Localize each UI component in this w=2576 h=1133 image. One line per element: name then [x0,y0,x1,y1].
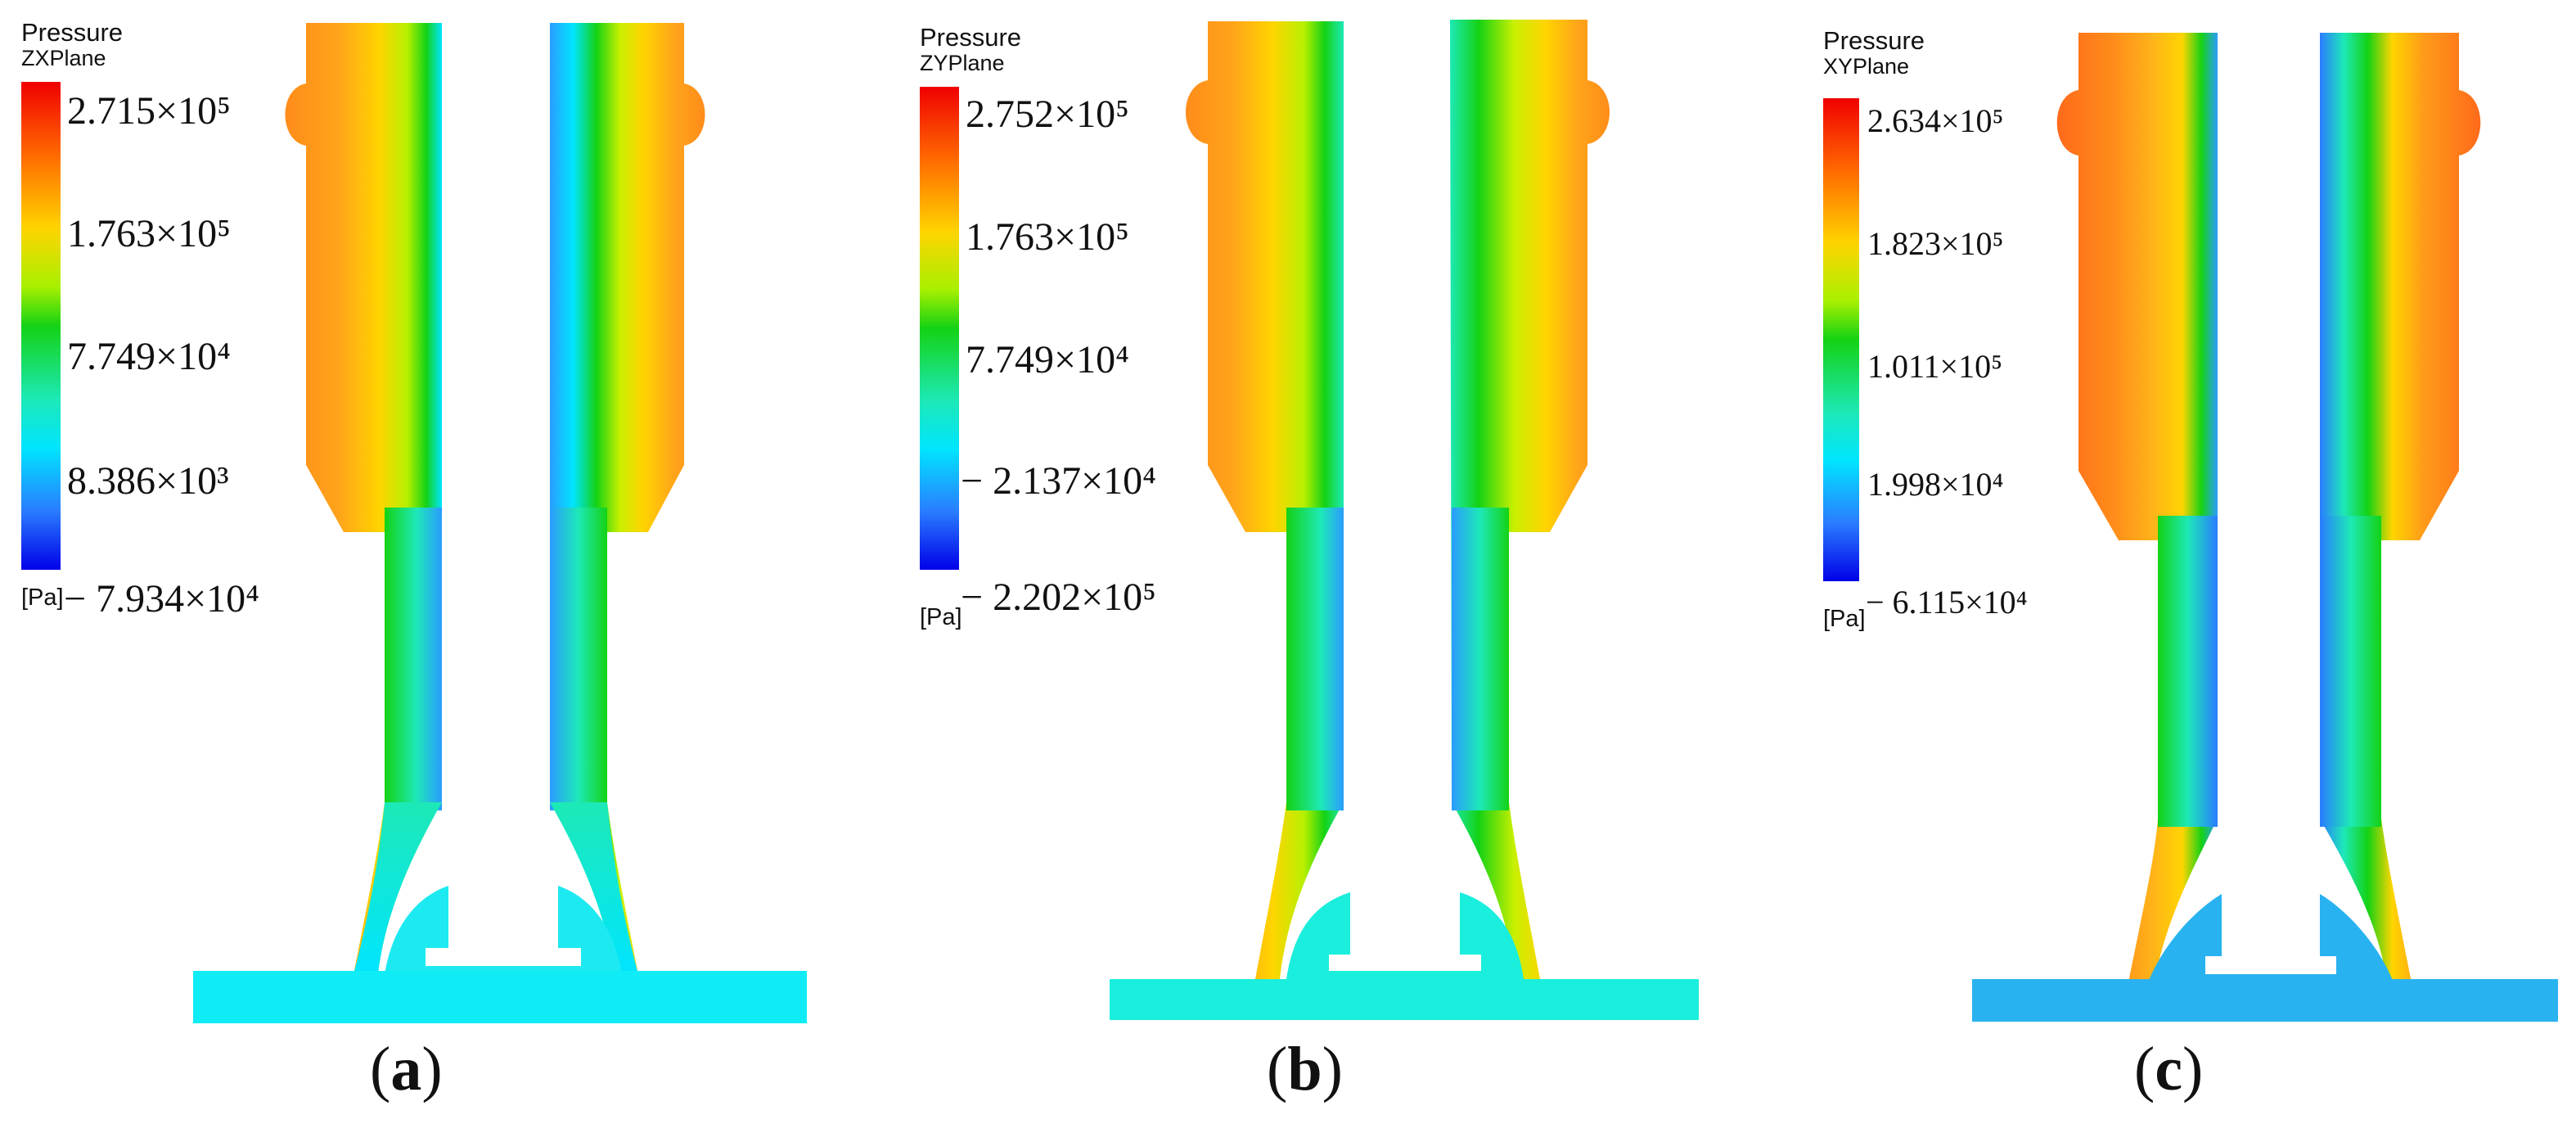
panel-c: Pressure XYPlane 2.634×10⁵ 1.823×10⁵ 1.0… [1804,0,2576,1133]
legend-tick-min: − 6.115×10⁴ [1866,584,2028,621]
legend-tick-4: 8.386×10³ [67,459,229,503]
base-plate-a [193,971,807,1023]
right-channel-c [2320,33,2481,982]
inner-hook-c [2148,894,2394,982]
base-plate-b [1110,979,1699,1020]
legend-unit: [Pa] [920,604,962,630]
left-channel-c [2056,33,2218,982]
panel-a: Pressure ZXPlane 2.715×10⁵ 1.763×10⁵ 7.7… [0,0,858,1133]
pressure-contour-c [1972,33,2558,1022]
right-channel-b [1450,20,1610,979]
legend-tick-4: − 2.137×10⁴ [961,459,1156,503]
pressure-contour-b [1110,20,1699,1020]
legend-plane: ZXPlane [21,46,106,70]
color-scale-bar [21,82,61,570]
legend-tick-2: 1.763×10⁵ [966,215,1129,259]
legend-tick-min: − 2.202×10⁵ [961,576,1156,619]
legend-tick-max: 2.752×10⁵ [966,93,1129,136]
legend-title: Pressure [21,18,124,47]
legend-unit: [Pa] [21,585,64,611]
legend-tick-min: − 7.934×10⁴ [64,577,259,621]
legend-tick-4: 1.998×10⁴ [1867,466,2004,503]
legend-plane: ZYPlane [920,51,1005,75]
color-scale-bar [1823,98,1859,581]
legend-tick-max: 2.634×10⁵ [1867,102,2004,139]
legend-tick-3: 7.749×10⁴ [966,338,1129,381]
caption-a: (a) [370,1035,443,1104]
legend-unit: [Pa] [1823,606,1866,632]
legend-tick-max: 2.715×10⁵ [67,89,231,133]
panel-b: Pressure ZYPlane 2.752×10⁵ 1.763×10⁵ 7.7… [900,0,1759,1133]
inner-hook-left-a [385,886,622,974]
legend-tick-2: 1.763×10⁵ [67,212,231,255]
legend-plane: XYPlane [1823,54,1910,79]
legend-tick-3: 1.011×10⁵ [1867,348,2003,385]
pressure-contour-a [193,23,807,1023]
caption-c: (c) [2134,1035,2204,1104]
legend-tick-3: 7.749×10⁴ [67,335,231,378]
left-channel-b [1186,21,1344,979]
legend-title: Pressure [1823,26,1925,55]
base-plate-c [1972,979,2558,1022]
legend-title: Pressure [920,23,1022,52]
color-scale-bar [920,87,959,570]
caption-b: (b) [1267,1035,1343,1104]
legend-tick-2: 1.823×10⁵ [1867,225,2004,262]
inner-hook-b [1286,892,1524,979]
